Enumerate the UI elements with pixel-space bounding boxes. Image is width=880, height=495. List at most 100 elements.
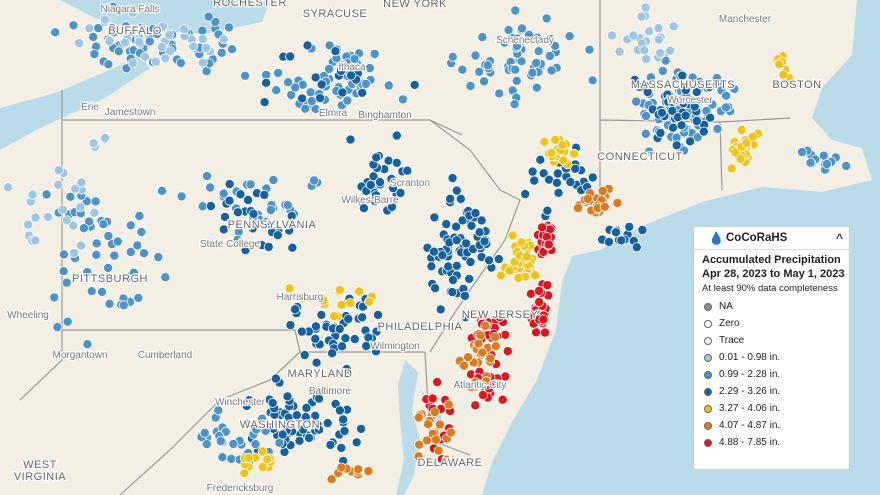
station-dot [665, 45, 676, 56]
station-dot [538, 168, 549, 179]
station-dot [310, 72, 321, 83]
station-dot [91, 249, 102, 260]
station-dot [134, 36, 145, 47]
station-dot [475, 330, 486, 341]
station-dot [49, 292, 60, 303]
station-dot [818, 150, 829, 161]
station-dot [160, 272, 171, 283]
station-dot [604, 236, 615, 247]
station-dot [466, 220, 477, 231]
station-dot [218, 224, 229, 235]
station-dot [533, 46, 544, 57]
station-dot [297, 93, 308, 104]
station-dot [451, 260, 462, 271]
station-dot [310, 103, 321, 114]
station-dot [139, 51, 150, 62]
station-dot [721, 90, 732, 101]
station-dot [426, 261, 437, 272]
station-dot [285, 320, 296, 331]
station-dot [692, 132, 703, 143]
station-dot [538, 314, 549, 325]
station-dot [527, 166, 538, 177]
station-dot [260, 217, 271, 228]
station-dot [120, 37, 131, 48]
station-dot [513, 272, 524, 283]
station-dot [530, 270, 541, 281]
station-dot [303, 432, 314, 443]
station-dot [243, 452, 254, 463]
station-dot [430, 283, 441, 294]
station-dot [460, 312, 471, 323]
station-dot [210, 16, 221, 27]
legend-item: 3.27 - 4.06 in. [694, 400, 849, 417]
station-dot [310, 410, 321, 421]
state-label: SYRACUSE [303, 8, 368, 20]
station-dot [284, 283, 295, 294]
station-dot [74, 38, 85, 49]
station-dot [512, 33, 523, 44]
station-dot [30, 235, 41, 246]
station-dot [226, 44, 237, 55]
station-dot [532, 32, 543, 43]
station-dot [156, 42, 167, 53]
station-dot [698, 126, 709, 137]
station-dot [455, 193, 466, 204]
station-dot [134, 210, 145, 221]
station-dot [259, 97, 270, 108]
station-dot [504, 265, 515, 276]
station-dot [103, 262, 114, 273]
station-dot [797, 147, 808, 158]
station-dot [232, 234, 243, 245]
station-dot [459, 290, 470, 301]
station-dot [290, 82, 301, 93]
station-dot [565, 177, 576, 188]
station-dot [774, 59, 785, 70]
station-dot [88, 31, 99, 42]
station-dot [497, 394, 508, 405]
city-label: Wilkes-Barre [341, 195, 399, 206]
station-dot [736, 125, 747, 136]
legend-label: Zero [719, 318, 740, 329]
station-dot [457, 64, 468, 75]
legend-item: Trace [694, 332, 849, 349]
station-dot [477, 32, 488, 43]
station-dot [272, 230, 283, 241]
station-dot [75, 240, 86, 251]
station-dot [176, 191, 187, 202]
station-dot [245, 179, 256, 190]
city-label: Wilmington [370, 341, 419, 352]
station-dot [629, 74, 640, 85]
station-dot [510, 64, 521, 75]
station-dot [640, 2, 651, 13]
station-dot [309, 175, 320, 186]
station-dot [451, 235, 462, 246]
station-dot [88, 138, 99, 149]
station-dot [351, 437, 362, 448]
station-dot [291, 410, 302, 421]
station-dot [451, 185, 462, 196]
station-dot [482, 60, 493, 71]
lake-erie [0, 56, 150, 150]
station-dot [531, 58, 542, 69]
station-dot [474, 227, 485, 238]
station-dot [657, 66, 668, 77]
station-dot [197, 33, 208, 44]
station-dot [23, 219, 34, 230]
station-dot [640, 128, 651, 139]
station-dot [357, 87, 368, 98]
station-dot [473, 338, 484, 349]
station-dot [58, 249, 69, 260]
station-dot [341, 364, 352, 375]
station-dot [474, 66, 485, 77]
station-dot [197, 25, 208, 36]
station-dot [324, 64, 335, 75]
station-dot [678, 98, 689, 109]
station-dot [702, 95, 713, 106]
collapse-button[interactable]: ^ [835, 231, 843, 245]
station-dot [569, 148, 580, 159]
city-label: Winchester [215, 397, 266, 408]
city-label: Ithaca [338, 62, 366, 73]
station-dot [369, 195, 380, 206]
station-dot [78, 223, 89, 234]
station-dot [695, 77, 706, 88]
